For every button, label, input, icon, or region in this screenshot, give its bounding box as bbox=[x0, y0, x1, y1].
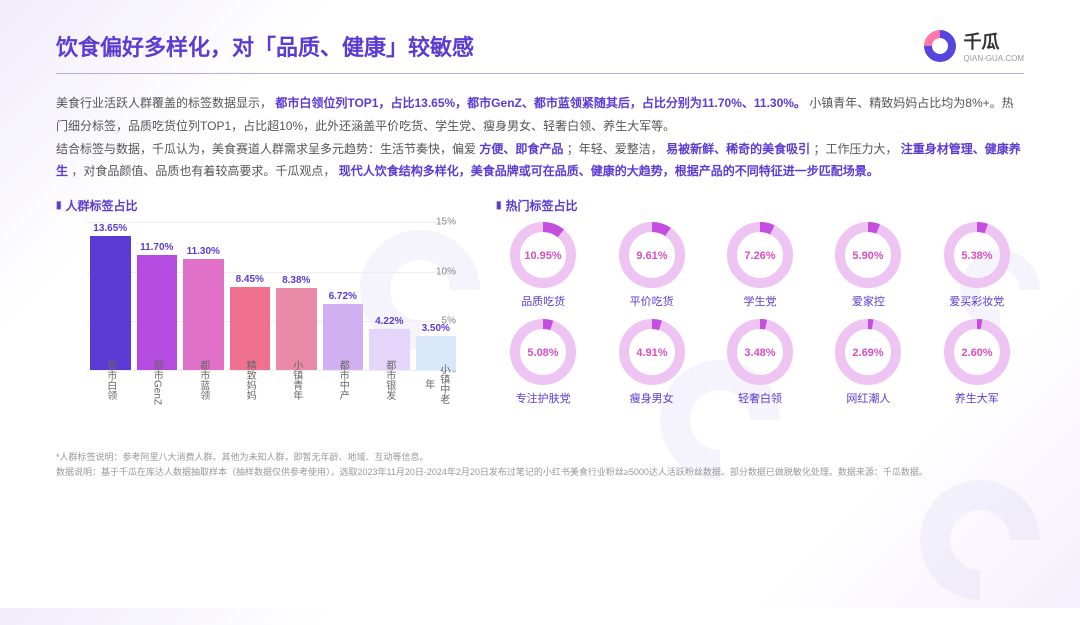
bar-value-label: 11.70% bbox=[140, 242, 173, 253]
donut-pct: 7.26% bbox=[744, 250, 775, 262]
desc-highlight: 都市白领位列TOP1，占比13.65%，都市GenZ、都市蓝领紧随其后，占比分别… bbox=[275, 96, 806, 110]
desc-highlight: 易被新鲜、稀奇的美食吸引 bbox=[666, 142, 810, 156]
donut-svg: 4.91% bbox=[617, 317, 687, 387]
bar bbox=[137, 255, 178, 370]
bar-value-label: 8.45% bbox=[236, 274, 264, 285]
logo-subtext: QIAN-GUA.COM bbox=[964, 54, 1024, 63]
donut-pct: 5.38% bbox=[961, 250, 992, 262]
donut-pct: 3.48% bbox=[744, 347, 775, 359]
bar-value-label: 13.65% bbox=[93, 223, 127, 234]
bar-value-label: 6.72% bbox=[329, 291, 357, 302]
donut-item: 3.48% 轻奢白领 bbox=[713, 317, 807, 406]
donut-item: 5.08% 专注护肤党 bbox=[496, 317, 590, 406]
logo-text: 千瓜 bbox=[964, 28, 1024, 54]
bar-chart: 0%5%10%15%13.65%11.70%11.30%8.45%8.38%6.… bbox=[56, 222, 456, 402]
donut-pct: 10.95% bbox=[525, 250, 563, 262]
bar bbox=[276, 288, 317, 371]
desc-text: 美食行业活跃人群覆盖的标签数据显示， bbox=[56, 96, 272, 110]
donut-svg: 7.26% bbox=[725, 220, 795, 290]
donut-label: 专注护肤党 bbox=[516, 390, 571, 406]
bar bbox=[183, 259, 224, 370]
desc-highlight: 现代人饮食结构多样化，美食品牌或可在品质、健康的大趋势，根据产品的不同特征进一步… bbox=[339, 164, 879, 178]
donut-label: 爱家控 bbox=[852, 293, 885, 309]
bar-value-label: 4.22% bbox=[375, 316, 403, 327]
donut-item: 7.26% 学生党 bbox=[713, 220, 807, 309]
bar bbox=[90, 236, 131, 371]
bar bbox=[230, 287, 271, 370]
donut-svg: 5.38% bbox=[942, 220, 1012, 290]
x-axis-label: 小镇青年 bbox=[276, 360, 317, 408]
donut-label: 养生大军 bbox=[955, 390, 999, 406]
footnote-line: 数据说明：基于千瓜在库达人数据抽取样本（抽样数据仅供参考使用），选取2023年1… bbox=[56, 465, 1024, 479]
donut-item: 2.69% 网红潮人 bbox=[821, 317, 915, 406]
desc-text: ；年轻、爱整洁， bbox=[567, 142, 663, 156]
donut-label: 学生党 bbox=[743, 293, 776, 309]
donut-label: 轻奢白领 bbox=[738, 390, 782, 406]
donut-svg: 5.08% bbox=[508, 317, 578, 387]
donut-pct: 5.08% bbox=[528, 347, 559, 359]
donut-item: 4.91% 瘦身男女 bbox=[604, 317, 698, 406]
donut-pct: 2.69% bbox=[853, 347, 884, 359]
donut-svg: 2.69% bbox=[833, 317, 903, 387]
bar-chart-title: 人群标签占比 bbox=[56, 197, 456, 214]
desc-text: 结合标签与数据，千瓜认为，美食赛道人群需求呈多元趋势：生活节奏快，偏爱 bbox=[56, 142, 476, 156]
donut-label: 平价吃货 bbox=[630, 293, 674, 309]
title-underline bbox=[56, 73, 1024, 74]
donut-label: 爱买彩妆党 bbox=[949, 293, 1004, 309]
donut-svg: 2.60% bbox=[942, 317, 1012, 387]
donut-svg: 3.48% bbox=[725, 317, 795, 387]
x-axis-label: 小镇中老年 bbox=[416, 360, 457, 408]
x-axis-label: 都市中产 bbox=[323, 360, 364, 408]
footnote: *人群标签说明：参考阿里八大消费人群。其他为未知人群，即暂无年龄、地域、互动等信… bbox=[56, 450, 1024, 479]
desc-text: ，对食品颜值、品质也有着较高要求。千瓜观点， bbox=[71, 164, 335, 178]
donut-pct: 4.91% bbox=[636, 347, 667, 359]
logo-icon bbox=[917, 23, 962, 68]
bar-value-label: 8.38% bbox=[282, 275, 310, 286]
donut-label: 品质吃货 bbox=[521, 293, 565, 309]
footnote-line: *人群标签说明：参考阿里八大消费人群。其他为未知人群，即暂无年龄、地域、互动等信… bbox=[56, 450, 1024, 464]
donut-svg: 9.61% bbox=[617, 220, 687, 290]
x-axis-label: 都市蓝领 bbox=[183, 360, 224, 408]
donut-item: 5.38% 爱买彩妆党 bbox=[930, 220, 1024, 309]
donut-item: 5.90% 爱家控 bbox=[821, 220, 915, 309]
desc-highlight: 方便、即食产品 bbox=[479, 142, 563, 156]
x-axis-label: 都市GenZ bbox=[137, 360, 178, 408]
donut-grid: 10.95% 品质吃货 9.61% 平价吃货 7.26% 学生党 5.90% 爱家控 5.38%… bbox=[496, 220, 1024, 406]
bar-value-label: 11.30% bbox=[187, 246, 220, 257]
donut-svg: 5.90% bbox=[833, 220, 903, 290]
brand-logo: 千瓜 QIAN-GUA.COM bbox=[924, 28, 1024, 63]
donut-pct: 2.60% bbox=[961, 347, 992, 359]
donut-pct: 9.61% bbox=[636, 250, 667, 262]
donut-item: 2.60% 养生大军 bbox=[930, 317, 1024, 406]
x-axis-label: 都市白领 bbox=[90, 360, 131, 408]
description-block: 美食行业活跃人群覆盖的标签数据显示， 都市白领位列TOP1，占比13.65%，都… bbox=[56, 92, 1024, 183]
x-axis-label: 精致妈妈 bbox=[230, 360, 271, 408]
donut-item: 9.61% 平价吃货 bbox=[604, 220, 698, 309]
donut-chart-title: 热门标签占比 bbox=[496, 197, 1024, 214]
donut-item: 10.95% 品质吃货 bbox=[496, 220, 590, 309]
x-axis-label: 都市银发 bbox=[369, 360, 410, 408]
desc-text: ；工作压力大， bbox=[813, 142, 897, 156]
page-title: 饮食偏好多样化，对「品质、健康」较敏感 bbox=[56, 30, 474, 62]
donut-svg: 10.95% bbox=[508, 220, 578, 290]
bar-value-label: 3.50% bbox=[422, 323, 450, 334]
donut-label: 瘦身男女 bbox=[630, 390, 674, 406]
donut-pct: 5.90% bbox=[853, 250, 884, 262]
donut-label: 网红潮人 bbox=[846, 390, 890, 406]
header: 饮食偏好多样化，对「品质、健康」较敏感 千瓜 QIAN-GUA.COM bbox=[56, 28, 1024, 63]
